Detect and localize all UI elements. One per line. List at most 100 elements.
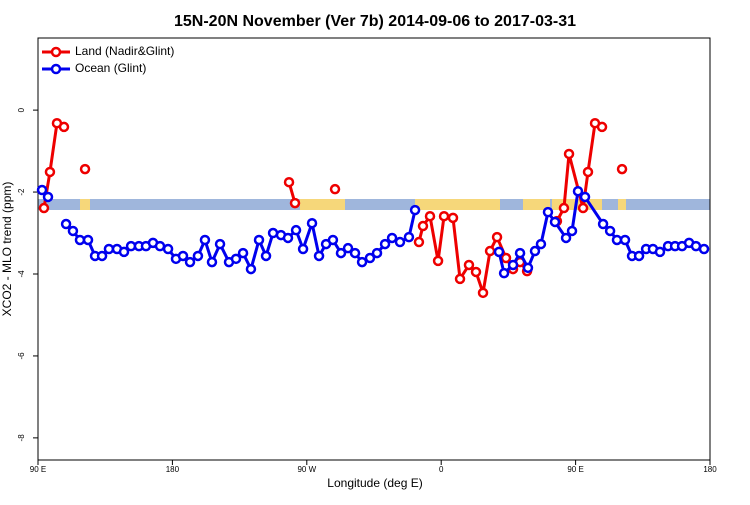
x-tick-label: 180 (166, 465, 180, 474)
data-point (403, 231, 415, 243)
data-point (386, 232, 398, 244)
data-point (542, 206, 554, 218)
x-tick-label: 180 (703, 465, 717, 474)
data-point (616, 163, 628, 175)
data-point (342, 242, 354, 254)
data-point (96, 250, 108, 262)
data-point (579, 191, 591, 203)
x-tick-label: 90 E (567, 465, 583, 474)
data-point (522, 262, 534, 274)
legend-marker (50, 63, 62, 75)
data-point (413, 236, 425, 248)
band-land (415, 199, 500, 210)
y-axis-label: XCO2 - MLO trend (ppm) (0, 182, 14, 317)
data-point (454, 273, 466, 285)
data-point (74, 234, 86, 246)
data-point (491, 231, 503, 243)
data-point (206, 256, 218, 268)
x-tick-label: 0 (439, 465, 444, 474)
data-point (566, 225, 578, 237)
data-point (230, 253, 242, 265)
data-point (289, 197, 301, 209)
data-point (484, 245, 496, 257)
band-land (618, 199, 626, 210)
data-point (192, 250, 204, 262)
data-point (177, 250, 189, 262)
chart-title: 15N-20N November (Ver 7b) 2014-09-06 to … (174, 13, 576, 30)
data-point (42, 191, 54, 203)
data-point (690, 240, 702, 252)
data-point (283, 176, 295, 188)
data-point (577, 202, 589, 214)
data-point (558, 202, 570, 214)
data-point (214, 238, 226, 250)
y-tick-label: 0 (17, 107, 26, 112)
plot-frame (37, 37, 711, 461)
data-point (306, 217, 318, 229)
data-point (619, 234, 631, 246)
surface-band (38, 199, 710, 210)
band-land (300, 199, 345, 210)
data-point (282, 232, 294, 244)
data-point (409, 204, 421, 216)
data-point (432, 255, 444, 267)
data-point (349, 247, 361, 259)
data-point (290, 224, 302, 236)
data-point (260, 250, 272, 262)
data-point (313, 250, 325, 262)
data-point (438, 210, 450, 222)
data-point (237, 247, 249, 259)
band-land (523, 199, 550, 210)
data-point (36, 184, 48, 196)
data-point (154, 240, 166, 252)
data-point (245, 263, 257, 275)
x-tick-label: 90 W (297, 465, 316, 474)
data-point (118, 246, 130, 258)
data-point (79, 163, 91, 175)
data-point (529, 245, 541, 257)
data-point (364, 252, 376, 264)
data-point (563, 148, 575, 160)
data-point (327, 234, 339, 246)
data-point (463, 259, 475, 271)
band-land (80, 199, 90, 210)
x-axis-label: Longitude (deg E) (327, 476, 422, 490)
data-point (597, 218, 609, 230)
data-point (335, 247, 347, 259)
data-point (356, 256, 368, 268)
legend-marker (50, 46, 62, 58)
data-point (507, 259, 519, 271)
y-tick-label: -4 (17, 270, 26, 278)
data-point (500, 252, 512, 264)
data-point (470, 266, 482, 278)
data-point (297, 243, 309, 255)
data-point (394, 236, 406, 248)
y-tick-label: -6 (17, 352, 26, 360)
legend-label: Ocean (Glint) (75, 61, 146, 75)
data-point (162, 243, 174, 255)
data-point (498, 267, 510, 279)
data-point (103, 243, 115, 255)
data-point (604, 225, 616, 237)
data-point (611, 234, 623, 246)
data-point (698, 243, 710, 255)
data-point (424, 210, 436, 222)
data-point (514, 247, 526, 259)
data-point (184, 256, 196, 268)
legend-label: Land (Nadir&Glint) (75, 44, 174, 58)
data-point (371, 247, 383, 259)
data-point (82, 234, 94, 246)
data-point (417, 220, 429, 232)
data-point (38, 202, 50, 214)
data-point (582, 166, 594, 178)
data-point (379, 238, 391, 250)
data-point (447, 212, 459, 224)
data-point (60, 218, 72, 230)
data-point (596, 121, 608, 133)
data-point (329, 183, 341, 195)
y-tick-label: -2 (17, 188, 26, 196)
data-point (535, 238, 547, 250)
data-point (253, 234, 265, 246)
band-ocean (38, 199, 710, 210)
